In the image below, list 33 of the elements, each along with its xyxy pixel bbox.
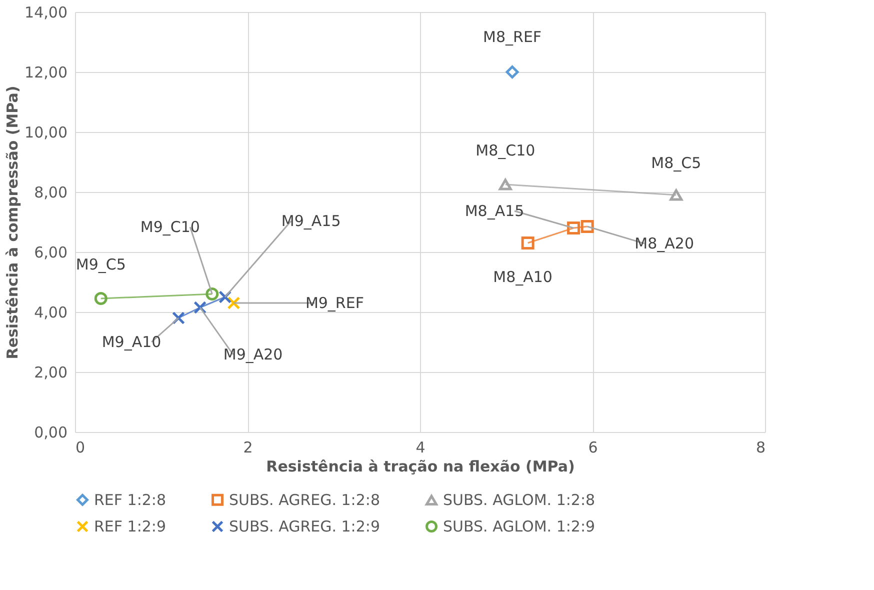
x-tick-label: 8	[756, 438, 766, 456]
legend-label: SUBS. AGREG. 1:2:8	[229, 490, 380, 509]
x-tick-label: 0	[76, 438, 86, 456]
annotation: M8_A20	[634, 234, 694, 252]
annotation: M8_C10	[476, 142, 536, 160]
annotation: M8_A10	[493, 268, 552, 286]
x-tick-label: 6	[588, 438, 598, 456]
annotation: M8_REF	[483, 28, 542, 46]
y-tick-label: 2,00	[34, 364, 68, 382]
legend-label: REF 1:2:8	[94, 490, 166, 509]
annotation: M9_A10	[102, 333, 162, 351]
legend-label: REF 1:2:9	[94, 518, 166, 536]
y-tick-label: 0,00	[34, 424, 68, 442]
y-tick-label: 14,00	[24, 4, 68, 22]
annotation: M9_A20	[223, 346, 283, 364]
annotation: M9_A15	[281, 212, 341, 230]
y-tick-label: 10,00	[24, 124, 68, 142]
y-tick-label: 4,00	[34, 304, 68, 322]
annotation: M8_C5	[651, 154, 702, 172]
y-tick-label: 12,00	[24, 64, 68, 82]
x-tick-label: 2	[243, 438, 253, 456]
legend-label: SUBS. AGLOM. 1:2:9	[443, 518, 596, 536]
y-tick-label: 6,00	[34, 244, 68, 262]
annotation: M9_C10	[140, 218, 200, 236]
x-axis-title: Resistência à tração na flexão (MPa)	[266, 458, 575, 476]
legend-label: SUBS. AGLOM. 1:2:8	[443, 491, 596, 510]
annotation: M8_A15	[464, 202, 524, 220]
x-tick-label: 4	[416, 438, 426, 456]
annotation: M9_REF	[305, 294, 364, 312]
legend-label: SUBS. AGREG. 1:2:9	[229, 518, 380, 536]
annotation: M9_C5	[76, 256, 126, 274]
y-tick-label: 8,00	[34, 184, 68, 202]
y-axis-title: Resistência à compressão (MPa)	[4, 86, 22, 360]
